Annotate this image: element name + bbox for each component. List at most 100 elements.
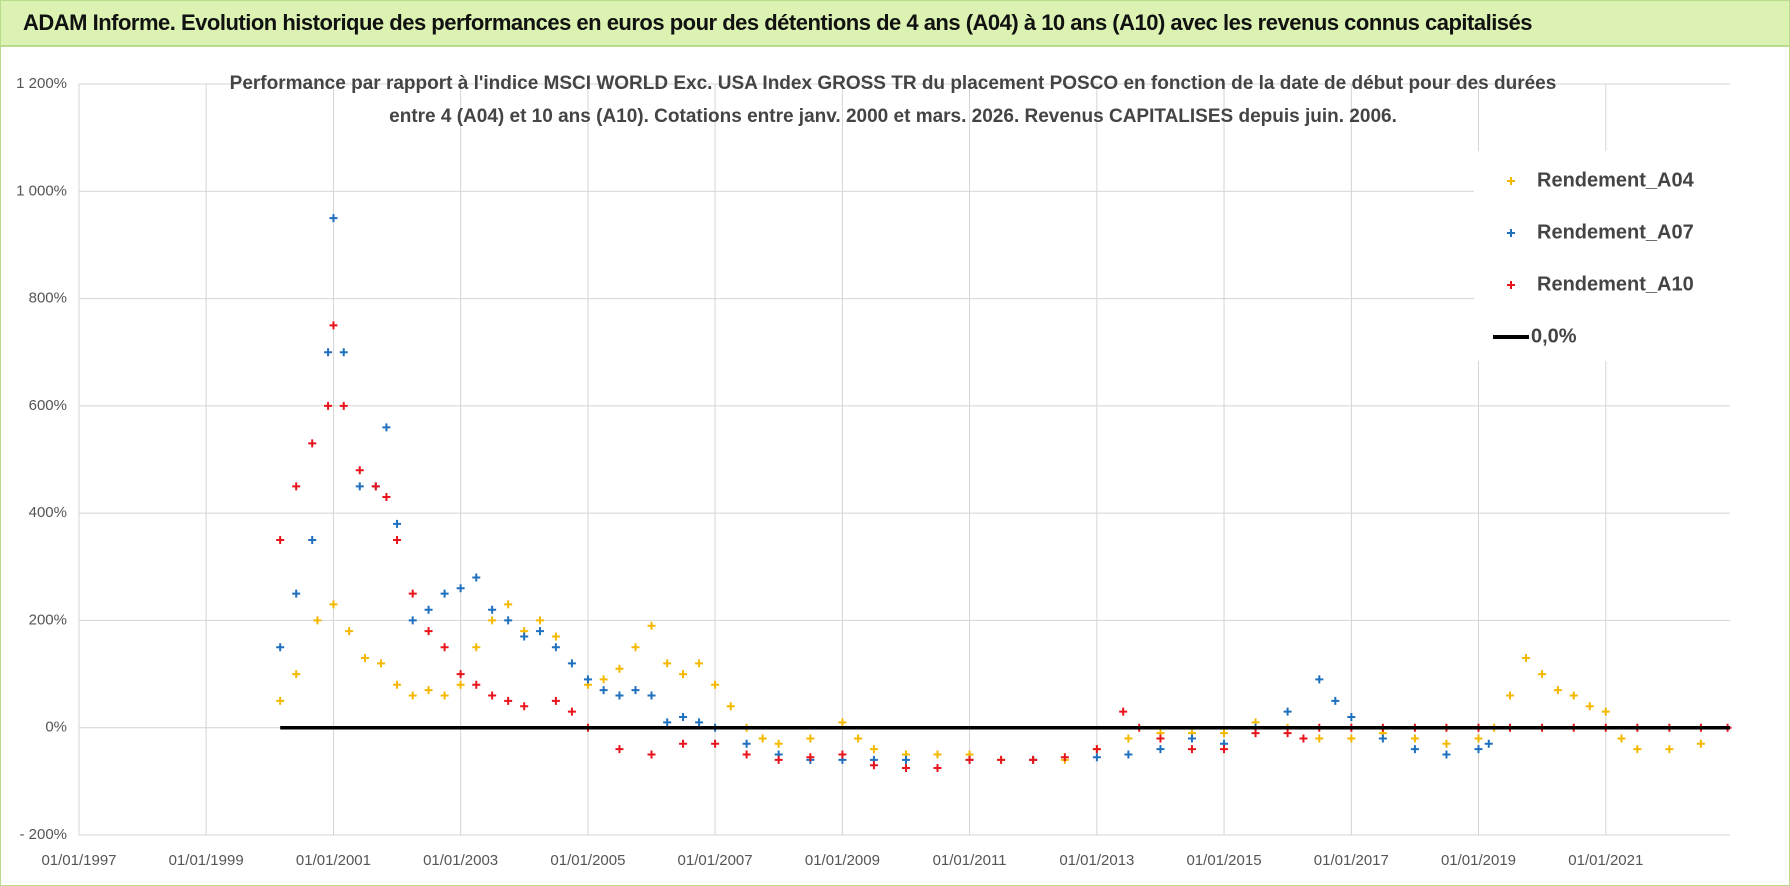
point [599, 686, 608, 695]
point [551, 696, 560, 705]
point [647, 691, 656, 700]
point [1156, 734, 1165, 743]
point [695, 659, 704, 668]
point [583, 675, 592, 684]
y-tick-label: 600% [29, 397, 67, 414]
point [440, 691, 449, 700]
x-tick-label: 01/01/2015 [1186, 852, 1261, 869]
point [1617, 734, 1626, 743]
point [679, 739, 688, 748]
point [1187, 734, 1196, 743]
x-tick-label: 01/01/1997 [41, 852, 116, 869]
point [339, 348, 348, 357]
point [377, 659, 386, 668]
point [631, 686, 640, 695]
point [472, 573, 481, 582]
point [901, 755, 910, 764]
y-tick-label: 400% [29, 504, 67, 521]
point [567, 707, 576, 716]
point [360, 653, 369, 662]
point [472, 643, 481, 652]
point [933, 763, 942, 772]
point [424, 605, 433, 614]
point [758, 734, 767, 743]
point [536, 616, 545, 625]
point [933, 750, 942, 759]
point [1156, 745, 1165, 754]
point [339, 401, 348, 410]
point [1283, 707, 1292, 716]
point [440, 589, 449, 598]
point [615, 691, 624, 700]
point [313, 616, 322, 625]
point [324, 348, 333, 357]
point [1410, 734, 1419, 743]
point [329, 321, 338, 330]
point [742, 739, 751, 748]
point [869, 761, 878, 770]
point [551, 632, 560, 641]
x-tick-label: 01/01/1999 [169, 852, 244, 869]
point [854, 734, 863, 743]
point [663, 718, 672, 727]
header-bar: ADAM Informe. Evolution historique des p… [1, 1, 1789, 47]
point [711, 680, 720, 689]
point [1378, 734, 1387, 743]
point [1029, 755, 1038, 764]
point [1331, 696, 1340, 705]
x-tick-label: 01/01/2011 [933, 852, 1007, 869]
point [1092, 745, 1101, 754]
point [382, 493, 391, 502]
legend-label: Rendement_A04 [1537, 169, 1695, 191]
y-tick-label: 1 200% [16, 75, 67, 92]
point [1410, 745, 1419, 754]
x-tick-label: 01/01/2001 [296, 852, 371, 869]
point [711, 739, 720, 748]
point [551, 643, 560, 652]
point [838, 718, 847, 727]
point [456, 680, 465, 689]
point [1474, 734, 1483, 743]
x-tick-label: 01/01/2007 [678, 852, 753, 869]
point [308, 535, 317, 544]
point [1585, 702, 1594, 711]
point [345, 627, 354, 636]
legend-symbol [1507, 177, 1515, 185]
point [1601, 707, 1610, 716]
point [276, 696, 285, 705]
point [1442, 739, 1451, 748]
y-tick-label: 200% [29, 611, 67, 628]
legend-symbol [1507, 281, 1515, 289]
point [1553, 686, 1562, 695]
point [1633, 745, 1642, 754]
point [536, 627, 545, 636]
x-tick-label: 01/01/2009 [805, 852, 880, 869]
point [488, 605, 497, 614]
point [806, 734, 815, 743]
point [408, 691, 417, 700]
point [424, 686, 433, 695]
point [1315, 734, 1324, 743]
point [1665, 745, 1674, 754]
chart-title: Performance par rapport à l'indice MSCI … [230, 73, 1557, 94]
point [329, 214, 338, 223]
point [631, 643, 640, 652]
y-tick-label: 800% [29, 290, 67, 307]
point [393, 519, 402, 528]
point [1569, 691, 1578, 700]
point [488, 616, 497, 625]
point [1347, 734, 1356, 743]
point [647, 621, 656, 630]
legend-label: Rendement_A10 [1537, 273, 1694, 295]
point [393, 535, 402, 544]
point [1347, 712, 1356, 721]
point [1538, 670, 1547, 679]
point [292, 589, 301, 598]
point [615, 664, 624, 673]
point [1220, 745, 1229, 754]
y-tick-label: - 200% [19, 826, 67, 843]
point [1484, 739, 1493, 748]
point [567, 659, 576, 668]
